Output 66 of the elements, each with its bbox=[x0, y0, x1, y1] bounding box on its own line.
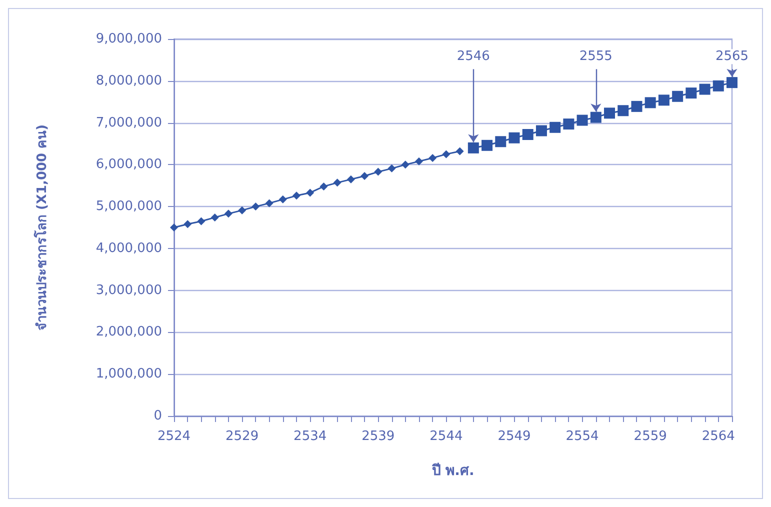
y-tick-label: 4,000,000 bbox=[96, 240, 162, 256]
annotation: 2565 bbox=[715, 49, 749, 64]
annotation: 2555 bbox=[579, 49, 612, 64]
point bbox=[388, 164, 396, 172]
point bbox=[604, 108, 616, 119]
y-tick-label: 2,000,000 bbox=[96, 324, 162, 340]
point bbox=[184, 220, 192, 228]
point bbox=[210, 213, 219, 222]
point bbox=[346, 175, 355, 184]
point bbox=[672, 90, 684, 102]
point bbox=[401, 160, 410, 169]
point bbox=[320, 182, 328, 190]
point bbox=[333, 178, 342, 187]
point bbox=[644, 97, 656, 108]
annotation: 2546 bbox=[456, 49, 490, 64]
point bbox=[508, 132, 520, 144]
point bbox=[658, 94, 670, 106]
point bbox=[563, 118, 574, 130]
y-axis-title: จำนวนประชากรโลก (X1,000 คน) bbox=[33, 124, 50, 331]
point bbox=[550, 122, 561, 133]
point bbox=[456, 147, 464, 156]
point bbox=[374, 168, 382, 176]
point bbox=[468, 142, 479, 154]
point bbox=[224, 210, 232, 218]
point bbox=[699, 84, 710, 95]
point bbox=[618, 105, 629, 116]
y-tick-label: 0 bbox=[154, 408, 162, 424]
y-tick-label: 6,000,000 bbox=[96, 157, 162, 172]
y-tick-label: 5,000,000 bbox=[96, 199, 162, 214]
x-tick-label: 2564 bbox=[702, 429, 735, 444]
x-tick-label: 2559 bbox=[634, 429, 667, 444]
point bbox=[265, 199, 274, 208]
point bbox=[495, 136, 506, 148]
x-tick-label: 2549 bbox=[498, 429, 531, 444]
point bbox=[238, 206, 246, 214]
x-tick-label: 2534 bbox=[294, 429, 327, 444]
point bbox=[631, 100, 642, 112]
y-tick-label: 1,000,000 bbox=[96, 366, 162, 382]
point bbox=[536, 125, 547, 136]
point bbox=[726, 77, 738, 88]
x-axis-title: ปี พ.ศ. bbox=[430, 463, 474, 479]
point bbox=[197, 217, 206, 226]
point bbox=[712, 80, 724, 92]
x-tick-label: 2524 bbox=[157, 429, 191, 444]
point bbox=[360, 172, 369, 180]
point bbox=[590, 112, 602, 123]
y-tick-label: 3,000,000 bbox=[96, 282, 162, 298]
point bbox=[522, 129, 534, 140]
x-tick-label: 2529 bbox=[226, 429, 259, 444]
point bbox=[428, 154, 437, 162]
point bbox=[686, 88, 697, 99]
point bbox=[576, 114, 588, 126]
x-tick-label: 2539 bbox=[362, 429, 395, 444]
y-tick-label: 9,000,000 bbox=[96, 32, 162, 46]
point bbox=[170, 224, 178, 232]
point bbox=[278, 195, 287, 204]
x-tick-label: 2544 bbox=[430, 429, 463, 444]
point bbox=[292, 192, 300, 200]
x-tick-label: 2554 bbox=[566, 429, 599, 444]
point bbox=[414, 157, 423, 166]
point bbox=[306, 188, 314, 197]
y-tick-label: 8,000,000 bbox=[96, 73, 162, 88]
point bbox=[252, 202, 260, 211]
point bbox=[442, 150, 450, 158]
point bbox=[482, 140, 493, 151]
y-tick-label: 7,000,000 bbox=[96, 115, 162, 130]
